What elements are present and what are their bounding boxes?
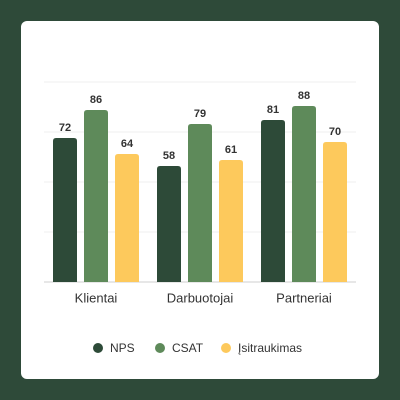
legend-marker [155, 343, 165, 353]
bar [84, 110, 108, 282]
legend-label: Įsitraukimas [238, 341, 302, 355]
value-label: 79 [194, 108, 206, 120]
x-tick-label: Partneriai [276, 290, 332, 305]
value-label: 72 [59, 122, 71, 134]
value-label: 61 [225, 144, 237, 156]
bar [157, 166, 181, 282]
x-tick-label: Darbuotojai [167, 290, 234, 305]
value-label: 81 [267, 104, 279, 116]
value-label: 88 [298, 90, 310, 102]
bar [188, 124, 212, 282]
legend-marker [93, 343, 103, 353]
value-label: 70 [329, 126, 341, 138]
value-label: 64 [121, 138, 134, 150]
legend-label: NPS [110, 341, 135, 355]
value-label: 86 [90, 94, 102, 106]
bar [323, 142, 347, 282]
bar [115, 154, 139, 282]
bar [292, 106, 316, 282]
legend-label: CSAT [172, 341, 204, 355]
value-label: 58 [163, 150, 175, 162]
bar [219, 160, 243, 282]
legend-marker [221, 343, 231, 353]
x-tick-label: Klientai [75, 290, 118, 305]
bar [261, 120, 285, 282]
bar [53, 138, 77, 282]
